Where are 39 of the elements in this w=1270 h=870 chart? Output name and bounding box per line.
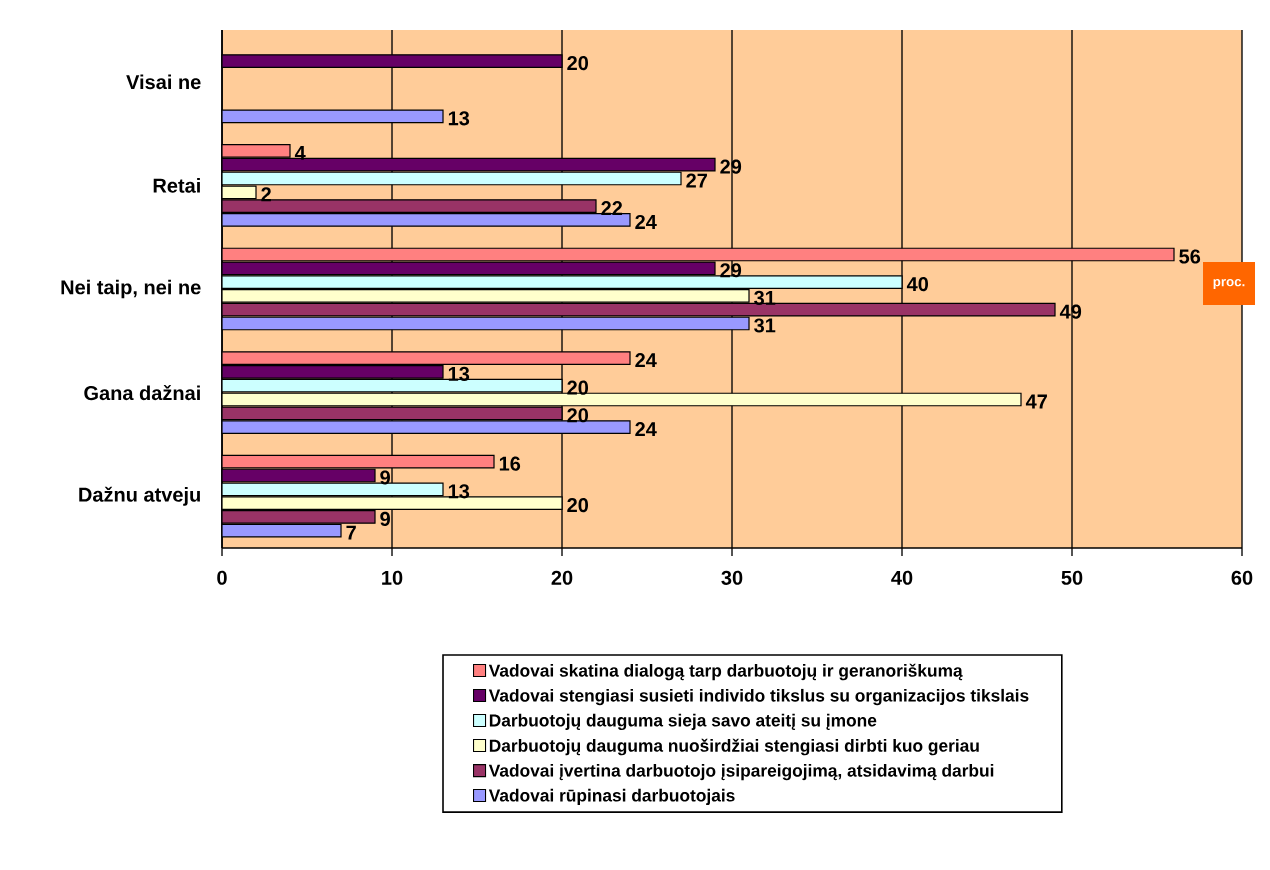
legend-label: Vadovai stengiasi susieti individo tikslus su organizacijos tikslais — [488, 688, 1029, 706]
data-label: 27 — [686, 173, 707, 188]
y-tick-label: Nei taip, nei ne — [61, 279, 201, 299]
data-label: 24 — [635, 353, 657, 368]
legend-label: Darbuotojų dauguma sieja savo ateitį su įmone — [489, 713, 877, 731]
data-label: 9 — [380, 470, 390, 485]
legend-label: Darbuotojų dauguma nuoširdžiai stengiasi dirbti kuo geriau — [489, 738, 979, 756]
data-label: 20 — [567, 408, 589, 423]
data-label: 7 — [346, 525, 356, 540]
data-label: 13 — [448, 111, 470, 126]
x-tick-label: 10 — [382, 570, 403, 585]
annotation: proc. — [1213, 279, 1245, 289]
x-tick-label: 30 — [721, 570, 743, 585]
y-tick-label: Retai — [153, 178, 200, 193]
data-label: 24 — [635, 214, 657, 229]
y-tick-label: Dažnu atveju — [79, 486, 200, 506]
legend-label: Vadovai skatina dialogą tarp darbuotojų ir geranoriškumą — [488, 663, 963, 681]
data-label: 20 — [567, 380, 589, 395]
legend-label: Vadovai įvertina darbuotojo įsipareigojimą, atsidavimą darbui — [488, 763, 994, 781]
data-label: 47 — [1025, 394, 1047, 409]
x-tick-label: 50 — [1061, 570, 1083, 585]
x-tick-label: 0 — [217, 570, 227, 585]
data-label: 16 — [499, 456, 521, 471]
x-tick-label: 20 — [551, 570, 573, 585]
data-label: 13 — [448, 484, 470, 499]
data-label: 40 — [906, 277, 929, 292]
data-label: 2 — [261, 187, 271, 202]
data-label: 20 — [567, 498, 589, 513]
x-tick-label: 40 — [891, 570, 913, 585]
data-label: 24 — [635, 422, 657, 437]
y-tick-label: Visai ne — [126, 74, 201, 90]
data-label: 9 — [380, 511, 390, 526]
x-tick-label: 60 — [1231, 570, 1253, 585]
legend-label: Vadovai rūpinasi darbuotojais — [488, 788, 735, 806]
data-label: 4 — [294, 146, 306, 160]
data-label: 31 — [754, 318, 776, 333]
data-label: 20 — [567, 56, 589, 71]
data-label: 56 — [1179, 249, 1201, 264]
y-tick-label: Gana dažnai — [84, 385, 200, 401]
